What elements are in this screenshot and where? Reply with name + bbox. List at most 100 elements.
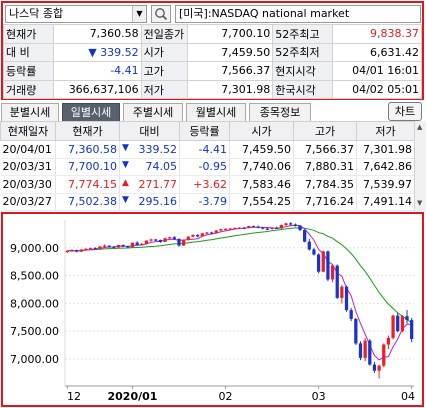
quote-value: 04/01 16:01: [332, 61, 422, 81]
candle-body: [228, 228, 232, 230]
table-cell: 7,774.15: [55, 175, 120, 194]
candle-body: [368, 340, 372, 365]
candle-body: [340, 286, 344, 298]
y-tick-label: 7,000.00: [10, 353, 59, 366]
candle-body: [349, 310, 353, 319]
quote-value: 7,301.98: [186, 79, 274, 100]
table-cell: 7,554.25: [229, 193, 294, 211]
candle-body: [358, 343, 363, 358]
candle-body: [400, 316, 404, 332]
triangle-down-icon: ▼: [122, 160, 129, 171]
candle-body: [326, 251, 330, 280]
candle-body: [140, 243, 144, 246]
candle-body: [354, 318, 358, 344]
table-cell: 7,566.37: [293, 140, 357, 159]
candle-body: [270, 227, 274, 229]
candle-body: [279, 225, 284, 229]
candle-body: [135, 242, 139, 245]
candle-body: [363, 340, 367, 358]
quote-row-change: 대 비 ▼ 339.52 시가 7,459.50 52주최저 6,631.42: [3, 42, 422, 63]
candle-body: [386, 337, 391, 345]
tab-0[interactable]: 분별시세: [1, 103, 59, 121]
table-cell: ▼ 74.05: [119, 158, 180, 176]
candle-body: [275, 227, 279, 229]
candle-body: [256, 226, 260, 228]
candle-body: [186, 236, 190, 241]
candlestick-chart[interactable]: 9,000.00 8,500.00 8,000.00 7,500.00 7,000.00…: [3, 214, 422, 405]
candle-body: [405, 316, 409, 321]
candle-body: [102, 245, 107, 247]
quote-label: 전일종가: [140, 24, 188, 44]
quote-value: 7,459.50: [186, 42, 274, 63]
search-icon: [155, 8, 168, 21]
y-tick-label: 8,000.00: [10, 297, 59, 310]
tab-1[interactable]: 일별시세: [62, 103, 120, 121]
candle-body: [312, 249, 316, 255]
table-cell: 20/04/01: [0, 140, 56, 159]
chart-button[interactable]: 차트: [388, 102, 422, 121]
table-cell: 7,301.98: [356, 140, 415, 159]
table-row[interactable]: 20/03/30 7,774.15 ▲ 271.77 +3.62 7,583.46 7,78…: [0, 175, 415, 194]
column-header[interactable]: 시가: [229, 121, 294, 141]
candle-body: [289, 223, 293, 225]
candle-body: [65, 250, 69, 252]
search-button[interactable]: [151, 5, 171, 23]
quote-label: 등락률: [3, 61, 54, 81]
x-tick-label: 12: [67, 390, 81, 403]
quote-label: 시가: [140, 42, 188, 63]
quote-label: 현재가: [3, 24, 54, 44]
column-header[interactable]: 등락률: [179, 121, 230, 141]
candle-body: [84, 248, 88, 250]
candle-body: [172, 237, 176, 239]
vertical-scrollbar[interactable]: ▲ ▼: [414, 121, 426, 211]
candle-body: [126, 246, 130, 248]
y-tick-label: 9,000.00: [10, 242, 59, 255]
candle-body: [205, 232, 209, 234]
candle-body: [307, 241, 311, 250]
column-header[interactable]: 현재일자: [0, 121, 56, 141]
column-header[interactable]: 현재가: [55, 121, 120, 141]
candle-body: [195, 235, 200, 237]
chevron-down-icon[interactable]: ▼: [132, 6, 146, 22]
y-tick-label: 7,500.00: [10, 325, 59, 338]
candle-body: [223, 228, 228, 231]
table-row[interactable]: 20/03/31 7,700.10 ▼ 74.05 -0.95 7,740.06 7,880…: [0, 158, 415, 176]
candle-body: [330, 265, 335, 280]
tab-2[interactable]: 주별시세: [123, 103, 183, 121]
candle-body: [88, 248, 93, 250]
ticker-select[interactable]: 나스닥 종합 ▼: [5, 5, 147, 23]
tab-3[interactable]: 월별시세: [186, 103, 246, 121]
table-row[interactable]: 20/03/27 7,502.38 ▼ 295.16 -3.79 7,554.25 7,71…: [0, 193, 415, 211]
column-header[interactable]: 저가: [356, 121, 415, 141]
quote-value: 9,838.37: [332, 24, 422, 44]
candle-body: [182, 240, 186, 246]
candle-body: [112, 246, 116, 248]
quote-label: 저가: [140, 79, 188, 100]
x-tick-label: 2020/01: [107, 390, 157, 403]
candle-body: [344, 286, 349, 311]
ticker-label: 나스닥 종합: [9, 7, 64, 20]
table-row[interactable]: 20/04/01 7,360.58 ▼ 339.52 -4.41 7,459.50 7,56…: [0, 140, 415, 159]
arrow-up-icon[interactable]: ▲: [417, 123, 423, 131]
table-cell: 7,583.46: [229, 175, 294, 194]
candle-body: [107, 245, 111, 247]
quote-value: 04/02 05:01: [332, 79, 422, 100]
table-cell: 7,716.24: [293, 193, 357, 211]
candle-body: [335, 265, 339, 298]
arrow-down-icon[interactable]: ▼: [417, 199, 423, 207]
candle-body: [149, 239, 153, 241]
quote-label: 52주최저: [272, 42, 334, 63]
table-cell: 7,880.31: [293, 158, 357, 176]
column-header[interactable]: 대비: [119, 121, 180, 141]
candle-body: [93, 248, 97, 250]
candle-body: [144, 240, 149, 244]
change-value: 271.77: [138, 177, 178, 191]
candle-body: [177, 238, 181, 246]
candle-body: [396, 315, 400, 332]
quote-value: ▼ 339.52: [52, 42, 142, 63]
quote-row-current: 현재가 7,360.58 전일종가 7,700.10 52주최고 9,838.37: [3, 24, 422, 44]
tab-4[interactable]: 종목정보: [249, 103, 311, 121]
table-cell: 7,642.86: [356, 158, 415, 176]
candle-body: [158, 240, 163, 242]
column-header[interactable]: 고가: [293, 121, 357, 141]
